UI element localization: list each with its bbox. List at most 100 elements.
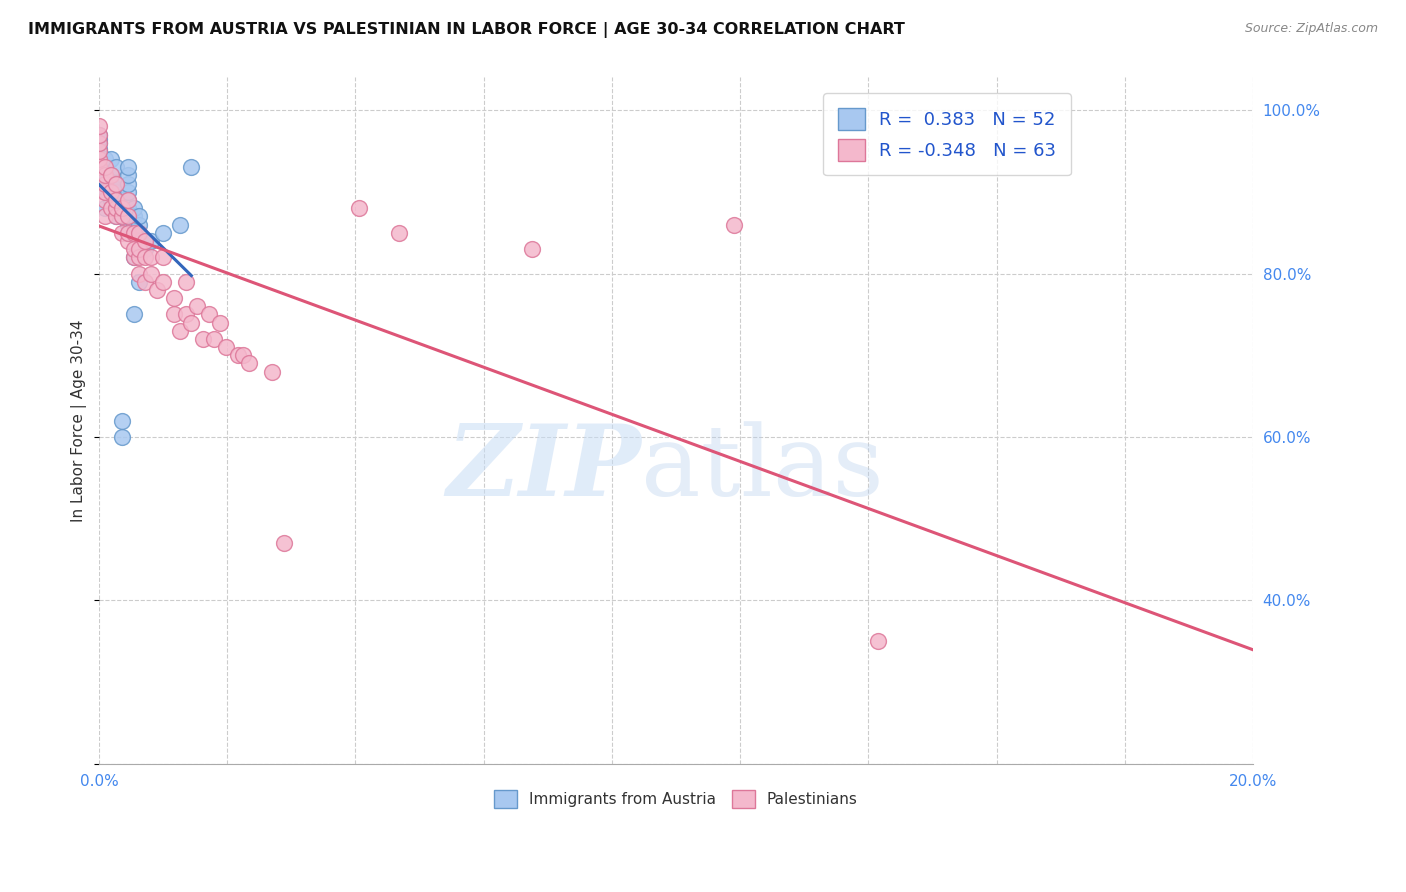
- Point: [87, 136, 110, 150]
- Point: [262, 365, 284, 379]
- Point: [226, 348, 249, 362]
- Point: [87, 132, 110, 146]
- Point: [117, 169, 139, 183]
- Point: [117, 218, 139, 232]
- Point: [139, 267, 162, 281]
- Point: [347, 201, 370, 215]
- Point: [87, 144, 110, 158]
- Point: [117, 193, 139, 207]
- Point: [117, 210, 139, 224]
- Point: [94, 169, 117, 183]
- Point: [87, 142, 110, 156]
- Point: [117, 177, 139, 191]
- Text: Source: ZipAtlas.com: Source: ZipAtlas.com: [1244, 22, 1378, 36]
- Point: [111, 193, 134, 207]
- Point: [94, 185, 117, 199]
- Point: [174, 275, 197, 289]
- Point: [163, 291, 186, 305]
- Point: [128, 242, 150, 256]
- Point: [100, 201, 122, 215]
- Point: [209, 316, 232, 330]
- Point: [128, 275, 150, 289]
- Point: [94, 183, 117, 197]
- Point: [87, 152, 110, 166]
- Point: [87, 161, 110, 175]
- Point: [388, 226, 411, 240]
- Point: [122, 242, 145, 256]
- Point: [128, 242, 150, 256]
- Point: [122, 250, 145, 264]
- Legend: Immigrants from Austria, Palestinians: Immigrants from Austria, Palestinians: [488, 784, 863, 814]
- Point: [134, 234, 156, 248]
- Point: [105, 210, 128, 224]
- Point: [105, 201, 128, 215]
- Point: [128, 210, 150, 224]
- Point: [723, 218, 745, 232]
- Point: [100, 177, 122, 191]
- Point: [128, 226, 150, 240]
- Point: [215, 340, 238, 354]
- Point: [117, 234, 139, 248]
- Point: [122, 201, 145, 215]
- Point: [105, 161, 128, 175]
- Point: [111, 226, 134, 240]
- Point: [117, 161, 139, 175]
- Point: [122, 226, 145, 240]
- Point: [87, 144, 110, 158]
- Point: [145, 283, 167, 297]
- Point: [94, 152, 117, 166]
- Point: [94, 166, 117, 180]
- Point: [111, 430, 134, 444]
- Point: [111, 210, 134, 224]
- Point: [169, 218, 191, 232]
- Point: [105, 193, 128, 207]
- Text: IMMIGRANTS FROM AUSTRIA VS PALESTINIAN IN LABOR FORCE | AGE 30-34 CORRELATION CH: IMMIGRANTS FROM AUSTRIA VS PALESTINIAN I…: [28, 22, 905, 38]
- Point: [100, 152, 122, 166]
- Point: [122, 218, 145, 232]
- Point: [87, 161, 110, 175]
- Point: [117, 193, 139, 207]
- Point: [117, 185, 139, 199]
- Point: [94, 193, 117, 207]
- Point: [100, 193, 122, 207]
- Point: [134, 275, 156, 289]
- Point: [139, 234, 162, 248]
- Point: [128, 218, 150, 232]
- Point: [105, 210, 128, 224]
- Point: [105, 193, 128, 207]
- Point: [122, 307, 145, 321]
- Point: [191, 332, 214, 346]
- Point: [105, 177, 128, 191]
- Point: [180, 161, 202, 175]
- Point: [111, 201, 134, 215]
- Point: [866, 634, 889, 648]
- Point: [197, 307, 219, 321]
- Point: [238, 356, 260, 370]
- Point: [134, 242, 156, 256]
- Point: [152, 275, 174, 289]
- Point: [273, 536, 295, 550]
- Point: [87, 152, 110, 166]
- Y-axis label: In Labor Force | Age 30-34: In Labor Force | Age 30-34: [72, 319, 87, 522]
- Point: [87, 177, 110, 191]
- Point: [100, 169, 122, 183]
- Point: [105, 185, 128, 199]
- Point: [186, 299, 208, 313]
- Point: [117, 210, 139, 224]
- Point: [122, 226, 145, 240]
- Point: [94, 201, 117, 215]
- Point: [134, 250, 156, 264]
- Point: [520, 242, 543, 256]
- Point: [94, 185, 117, 199]
- Point: [87, 128, 110, 142]
- Point: [180, 316, 202, 330]
- Point: [122, 210, 145, 224]
- Point: [105, 201, 128, 215]
- Point: [128, 250, 150, 264]
- Point: [87, 128, 110, 142]
- Point: [87, 136, 110, 150]
- Point: [232, 348, 254, 362]
- Point: [100, 185, 122, 199]
- Point: [117, 226, 139, 240]
- Point: [94, 169, 117, 183]
